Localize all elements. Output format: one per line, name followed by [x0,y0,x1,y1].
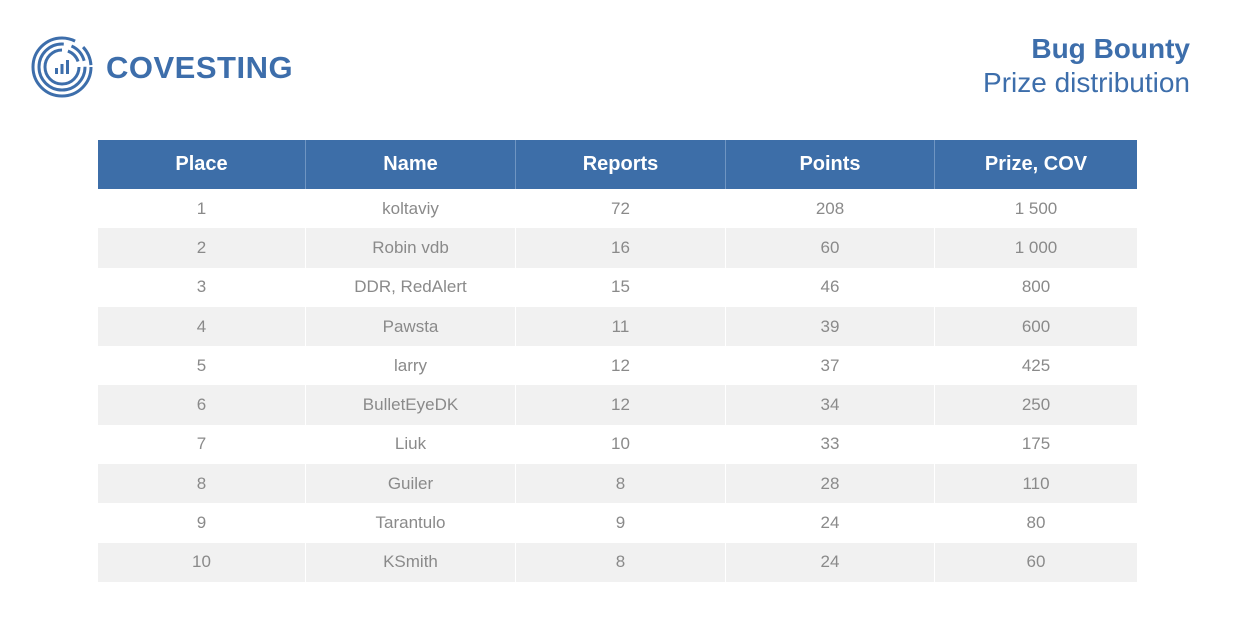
table-cell: 10 [516,424,726,465]
table-cell: 9 [516,503,726,543]
table-cell: larry [306,346,516,386]
table-cell: 80 [1026,513,1046,533]
table-row: 10 KSmith 8 24 60 [98,542,1137,582]
table-cell: Robin vdb [306,228,516,268]
column-header: Points [726,140,935,189]
title: Bug Bounty [1031,33,1190,64]
table-cell: Guiler [306,464,516,504]
table-cell: 24 [726,503,935,543]
table-cell: 15 [516,267,726,307]
table-cell: 5 [98,346,306,386]
table-cell: DDR, RedAlert [306,267,516,307]
logo-icon [31,36,93,98]
table-cell: 3 [98,267,306,307]
table-row: 8 Guiler 8 28 110 [98,464,1137,504]
table-cell: 8 [98,464,306,504]
table-row: 2 Robin vdb 16 60 1 000 [98,228,1137,268]
table-cell: 12 [516,385,726,425]
table-cell: 33 [726,424,935,465]
table-cell: 60 [1026,552,1046,572]
table-cell: Liuk [306,424,516,465]
table-cell: BulletEyeDK [306,385,516,425]
table-cell: 1 [98,189,306,229]
table-cell: 11 [516,306,726,347]
table-cell: 9 [98,503,306,543]
table-cell: 8 [516,542,726,582]
table-row: 9 Tarantulo 9 24 80 [98,503,1137,543]
logo-text: COVESTING [106,50,294,85]
table-cell: 4 [98,306,306,347]
table-cell: 208 [726,189,935,229]
table-cell: 10 [98,542,306,582]
table-cell: 46 [726,267,935,307]
table-row: 1 koltaviy 72 208 1 500 [98,189,1137,229]
table-cell: koltaviy [306,189,516,229]
table-cell: 1 500 [1014,198,1058,218]
table-cell: 72 [516,189,726,229]
table-cell: 60 [726,228,935,268]
table-cell: 600 [1021,316,1051,336]
table-row: 4 Pawsta 11 39 600 [98,306,1137,347]
column-header: Prize, COV [984,153,1088,175]
table: Place Name Reports Points Prize, COV 1 koltavi… [98,140,1137,582]
table-cell: 175 [1021,434,1051,454]
table-row: 6 BulletEyeDK 12 34 250 [98,385,1137,425]
table-cell: 24 [726,542,935,582]
table-row: 3 DDR, RedAlert 15 46 800 [98,267,1137,307]
column-header: Reports [516,140,726,189]
table-row: 5 larry 12 37 425 [98,346,1137,386]
table-cell: 8 [516,464,726,504]
table-cell: 16 [516,228,726,268]
table-cell: 800 [1021,277,1051,297]
table-cell: 7 [98,424,306,465]
table-cell: 12 [516,346,726,386]
subtitle: Prize distribution [983,67,1190,98]
header-row: Place Name Reports Points Prize, COV [98,140,1137,189]
table-cell: Tarantulo [306,503,516,543]
table-cell: 34 [726,385,935,425]
table-cell: 425 [1021,355,1051,375]
table-cell: 2 [98,228,306,268]
table-cell: Pawsta [306,306,516,347]
table-cell: 37 [726,346,935,386]
column-header: Place [98,140,306,189]
table-cell: 28 [726,464,935,504]
table-cell: KSmith [306,542,516,582]
table-cell: 6 [98,385,306,425]
table-cell: 250 [1021,395,1051,415]
table-row: 7 Liuk 10 33 175 [98,424,1137,465]
table-cell: 1 000 [1014,237,1058,257]
table-cell: 110 [1022,473,1050,493]
column-header: Name [306,140,516,189]
table-cell: 39 [726,306,935,347]
